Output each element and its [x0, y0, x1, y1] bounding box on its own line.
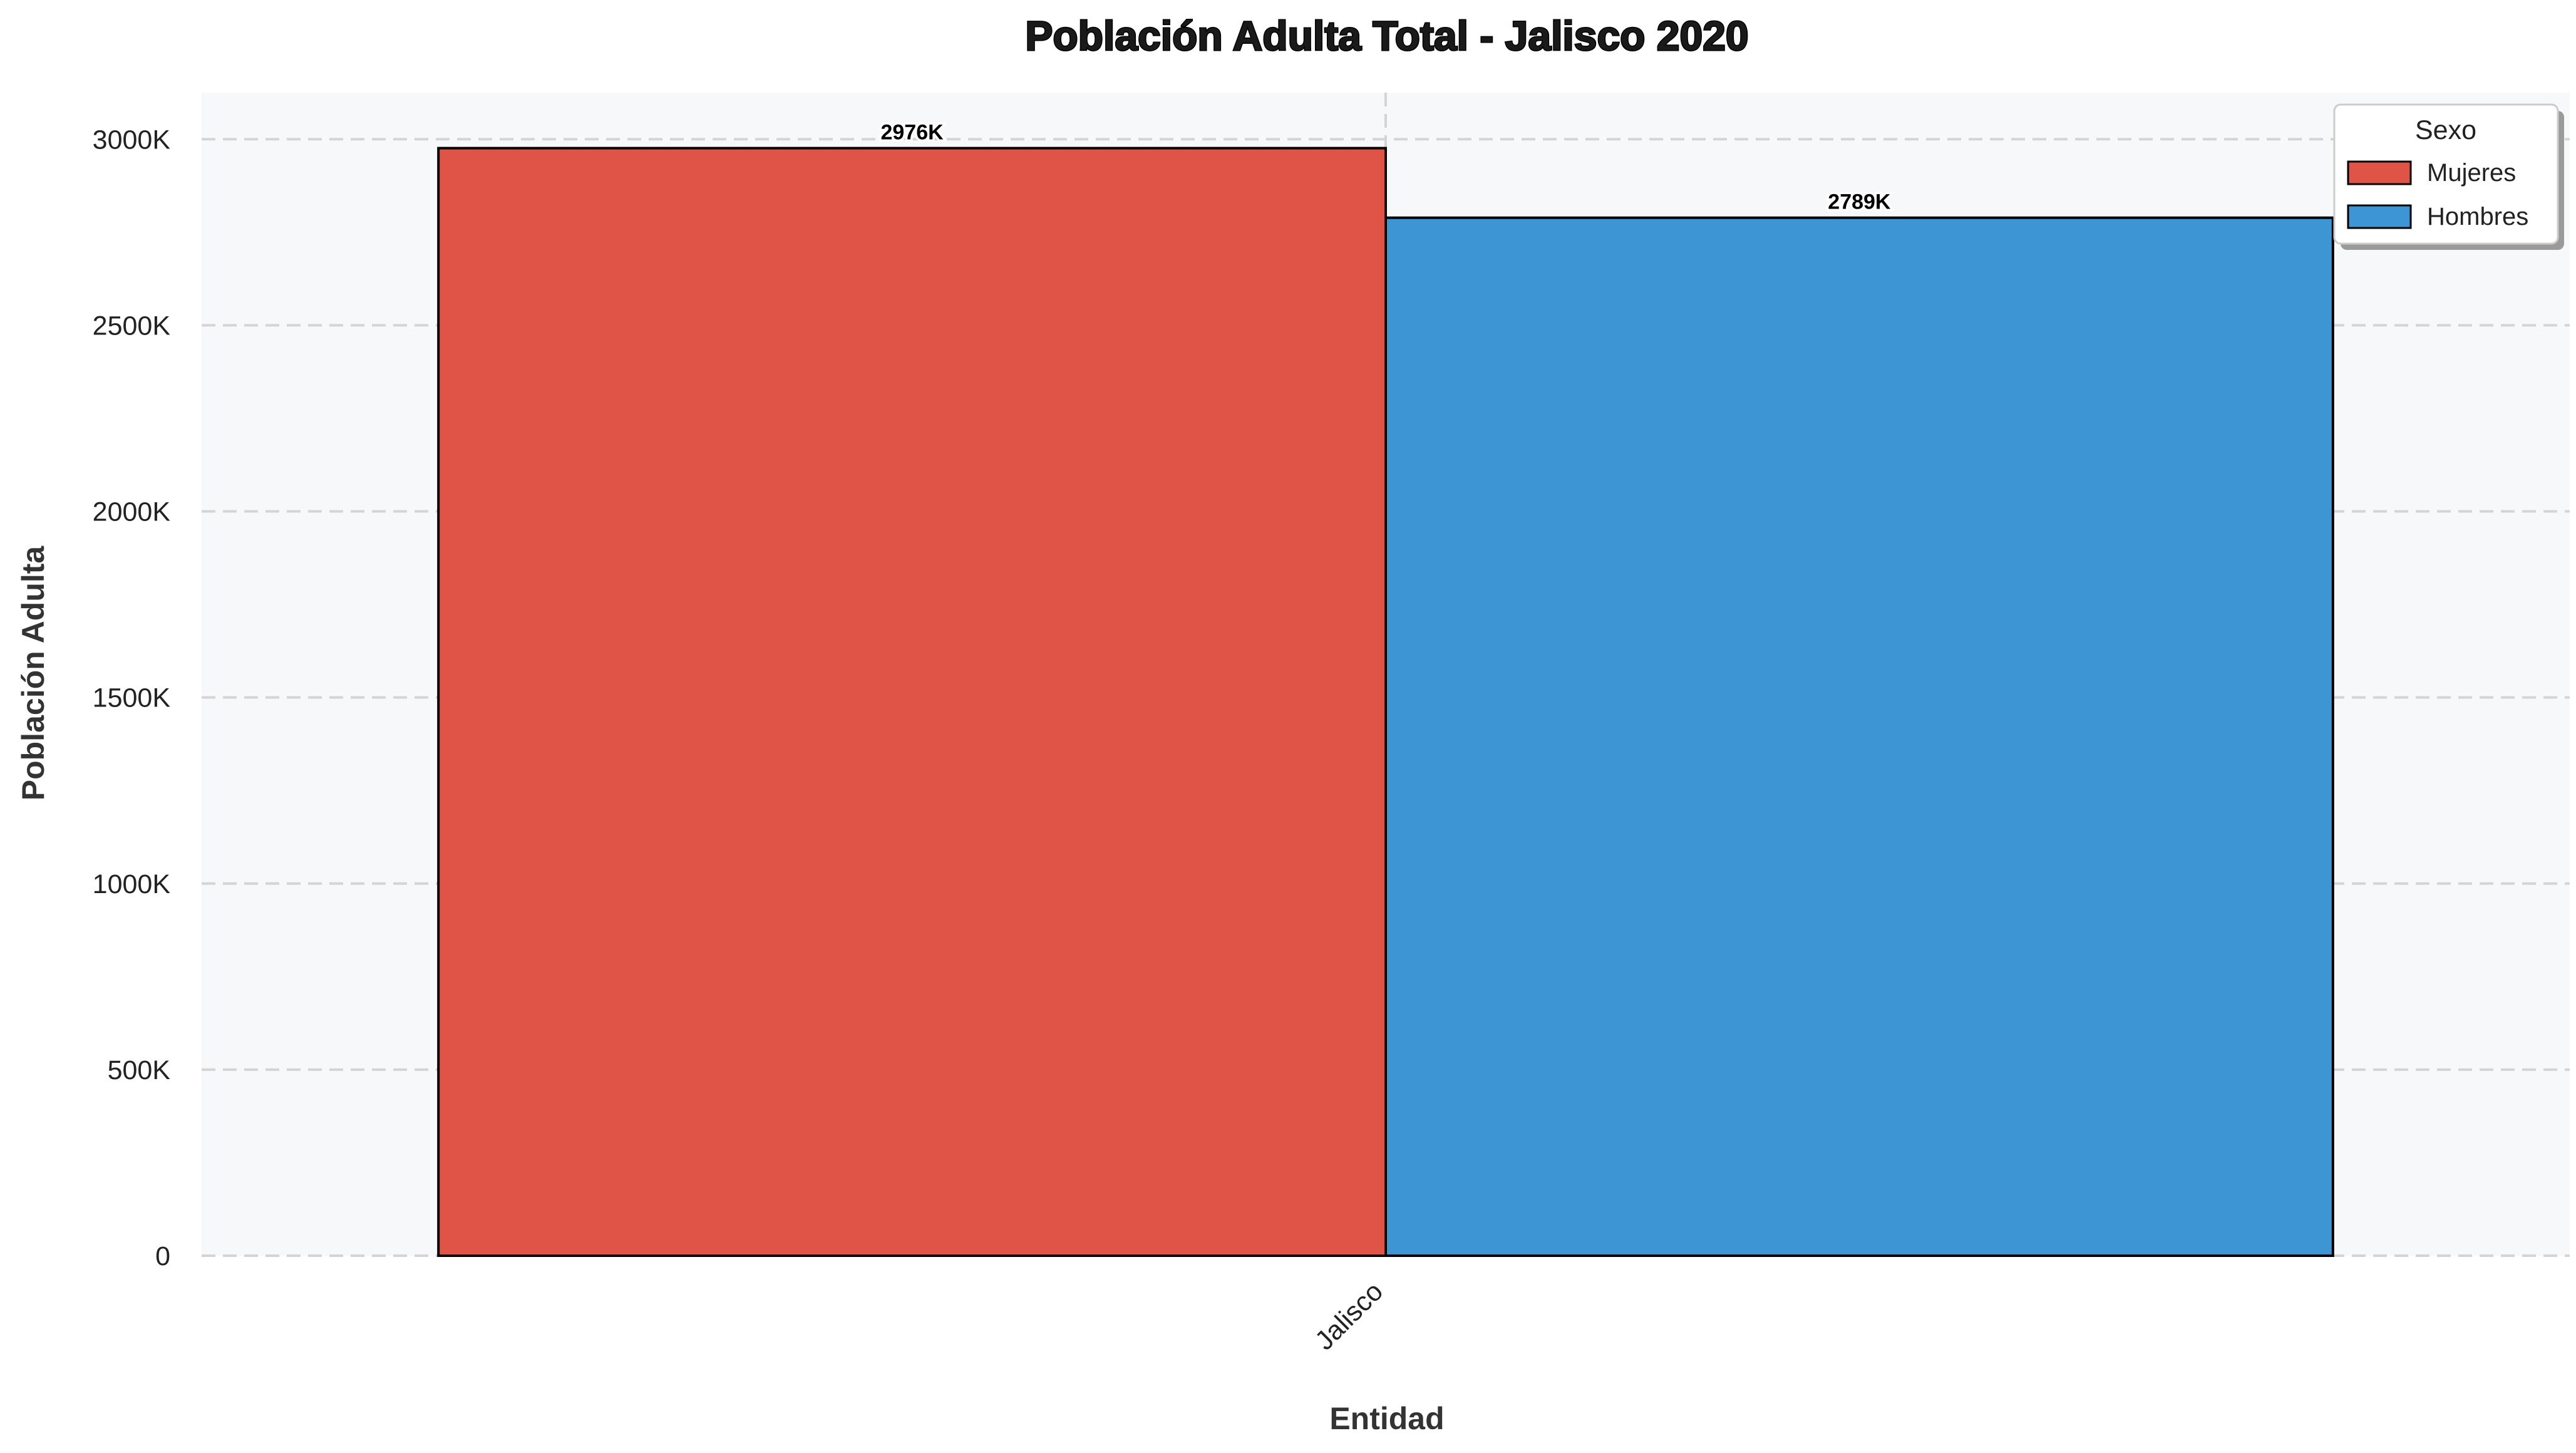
data-label-mujeres: 2976K — [880, 121, 944, 145]
bar-mujeres — [437, 147, 1388, 1258]
data-labels: 2976K 2789K — [878, 118, 1893, 216]
y-tick-label: 2000K — [93, 497, 171, 527]
legend-swatch-mujeres — [2347, 160, 2412, 185]
bars — [437, 147, 2334, 1258]
legend-label-hombres: Hombres — [2427, 203, 2528, 230]
y-axis-title: Población Adulta — [16, 546, 51, 801]
x-axis-title: Entidad — [1329, 1401, 1444, 1436]
data-label-hombres: 2789K — [1828, 190, 1891, 214]
x-tick-label: Jalisco — [1309, 1276, 1389, 1356]
bar-hombres — [1384, 216, 2334, 1257]
legend-items: Mujeres Hombres — [2347, 159, 2528, 230]
legend: Sexo Mujeres Hombres — [2333, 103, 2564, 250]
legend-label-mujeres: Mujeres — [2427, 159, 2516, 187]
y-tick-label: 1500K — [93, 683, 171, 713]
y-tick-label: 500K — [108, 1055, 171, 1085]
y-tick-label: 3000K — [93, 125, 171, 155]
chart-title: Población Adulta Total - Jalisco 2020 — [1025, 13, 1748, 59]
y-tick-label: 2500K — [93, 311, 171, 341]
y-tick-label: 0 — [155, 1241, 170, 1271]
y-tick-label: 1000K — [93, 869, 171, 899]
legend-title: Sexo — [2415, 115, 2476, 145]
legend-swatch-hombres — [2347, 204, 2412, 229]
